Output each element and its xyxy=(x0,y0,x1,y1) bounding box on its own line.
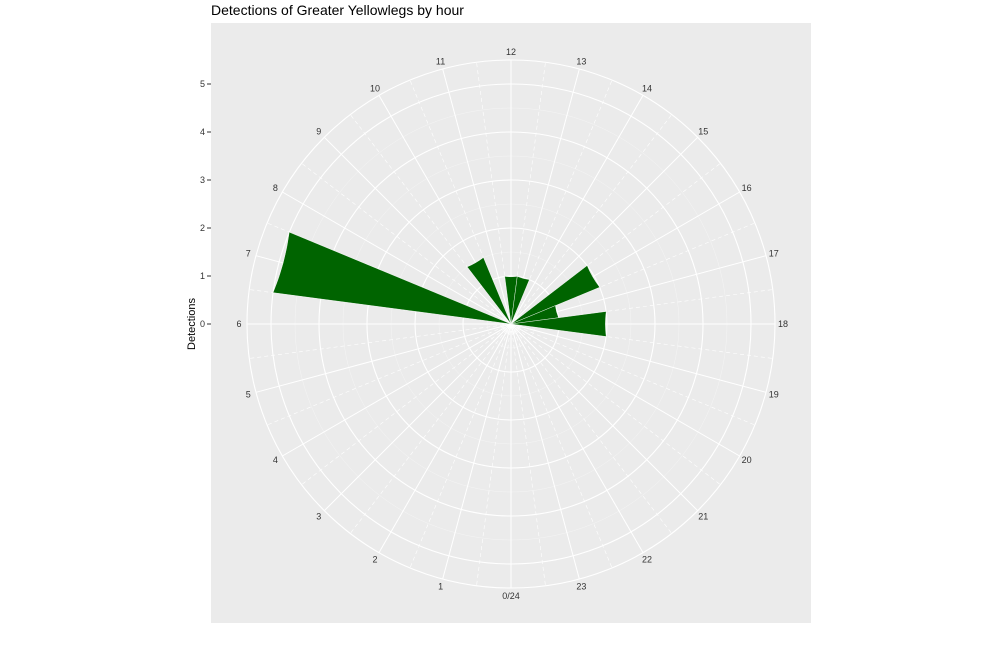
grid-spoke xyxy=(510,95,644,325)
grid-spoke-minor xyxy=(510,114,672,325)
hour-label: 5 xyxy=(246,389,251,399)
grid-spoke xyxy=(442,323,512,580)
grid-spoke xyxy=(510,323,580,580)
y-axis: 0 1 2 3 4 5 xyxy=(200,79,211,329)
grid-spoke-minor xyxy=(266,323,512,426)
grid-spoke-minor xyxy=(510,323,672,534)
grid-spoke xyxy=(378,323,512,553)
grid-spoke xyxy=(510,136,699,325)
hour-label: 10 xyxy=(370,83,380,93)
hour-label: 4 xyxy=(273,455,278,465)
hour-label: 11 xyxy=(436,56,445,66)
grid-spoke-minor xyxy=(301,323,512,485)
grid-spoke-minor xyxy=(409,323,512,569)
grid-spoke-minor xyxy=(301,163,512,325)
hour-label: 1 xyxy=(438,582,443,592)
hour-label: 19 xyxy=(769,389,779,399)
hour-label: 6 xyxy=(236,319,241,329)
bar-hour-7 xyxy=(272,231,512,325)
grid-spoke-minor xyxy=(510,323,613,569)
bar-hour-10 xyxy=(466,257,512,325)
y-tick-label: 2 xyxy=(200,223,205,233)
grid-spoke xyxy=(510,323,699,512)
hour-label: 8 xyxy=(273,183,278,193)
grid-spoke xyxy=(255,323,512,393)
grid-spoke-minor xyxy=(510,323,546,586)
y-tick-label: 0 xyxy=(200,319,205,329)
hour-label: 23 xyxy=(576,582,586,592)
grid-spoke xyxy=(442,68,512,325)
grid-spoke-minor xyxy=(350,323,512,534)
hour-label: 22 xyxy=(642,555,652,565)
bar-hour-18 xyxy=(510,311,607,337)
bar-hour-16 xyxy=(510,265,601,325)
y-tick-label: 5 xyxy=(200,79,205,89)
hour-label: 16 xyxy=(742,183,752,193)
grid-spoke-minor xyxy=(476,323,512,586)
hour-label: 0/24 xyxy=(502,591,520,601)
grid-spoke xyxy=(282,191,512,325)
chart-title: Detections of Greater Yellowlegs by hour xyxy=(211,2,464,18)
y-tick-label: 4 xyxy=(200,127,205,137)
grid-spoke-minor xyxy=(510,323,721,485)
hour-label: 18 xyxy=(778,319,788,329)
grid-spoke xyxy=(510,323,644,553)
bar-hour-13 xyxy=(510,276,530,325)
hour-label: 21 xyxy=(698,511,708,521)
hour-tick-labels: 0/24123456789101112131415161718192021222… xyxy=(236,47,788,601)
hour-label: 15 xyxy=(698,127,708,137)
grid-spoke xyxy=(282,323,512,457)
hour-label: 2 xyxy=(372,555,377,565)
hour-label: 13 xyxy=(576,56,586,66)
grid-spoke-minor xyxy=(510,323,756,426)
bars xyxy=(272,231,607,337)
grid-spoke xyxy=(323,323,512,512)
hour-label: 17 xyxy=(769,249,779,259)
hour-label: 7 xyxy=(246,249,251,259)
grid-spoke xyxy=(510,323,740,457)
hour-label: 12 xyxy=(506,47,516,57)
hour-label: 9 xyxy=(316,127,321,137)
hour-label: 14 xyxy=(642,83,652,93)
hour-label: 20 xyxy=(742,455,752,465)
grid-spoke xyxy=(510,323,767,393)
y-axis-title: Detections xyxy=(186,298,198,350)
grid-spoke xyxy=(323,136,512,325)
hour-label: 3 xyxy=(316,511,321,521)
grid-spoke-minor xyxy=(249,323,512,359)
y-tick-label: 3 xyxy=(200,175,205,185)
y-tick-label: 1 xyxy=(200,271,205,281)
